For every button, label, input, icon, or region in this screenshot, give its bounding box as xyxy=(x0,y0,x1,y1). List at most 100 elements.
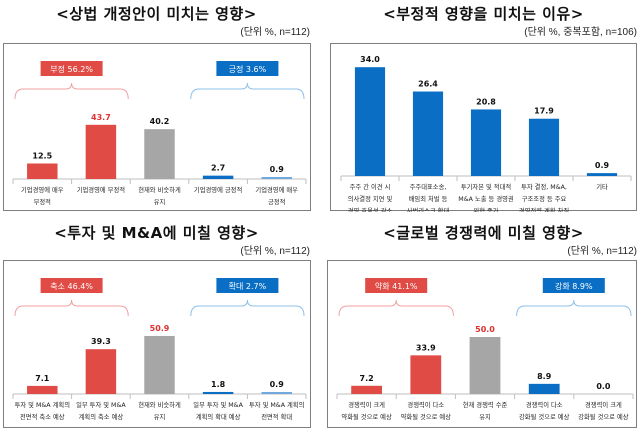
bar xyxy=(202,391,234,394)
group-brace xyxy=(190,299,305,317)
bar xyxy=(469,337,501,394)
bar xyxy=(261,177,292,179)
bar xyxy=(27,385,58,394)
chart-4-panel: 7.2 경쟁력이 크게 약화될 것으로 예상 33.9 경쟁력이 다소 약화될 것으로 예… xyxy=(327,260,637,428)
bar xyxy=(351,385,382,394)
data-label: 0.9 xyxy=(270,165,285,174)
data-label: 39.3 xyxy=(91,337,111,346)
chart-3-title: <투자 및 M&A에 미칠 영향> xyxy=(54,224,259,242)
x-tick-label: 강화될 것으로 예상 xyxy=(578,412,629,421)
bar xyxy=(202,175,234,179)
group-badge-label: 강화 8.9% xyxy=(555,281,593,291)
chart-3-subtitle: (단위 %, n=112) xyxy=(240,246,310,257)
x-tick-label: 투자 및 M&A 계획의 xyxy=(249,400,304,409)
x-tick-label: 기업경영에 매우 xyxy=(255,185,298,194)
bar xyxy=(261,392,292,394)
x-tick-label: 배임죄 처벌 등 xyxy=(409,194,448,203)
x-tick-label: 주주대표소송, xyxy=(410,183,447,191)
group-badge-label: 긍정 3.6% xyxy=(229,64,267,74)
x-tick-label: 부정적 xyxy=(34,197,51,206)
x-tick-label: 위협 증가 xyxy=(473,206,498,212)
group-badge-label: 확대 2.7% xyxy=(229,281,267,291)
chart-2-title: <부정적 영향을 미치는 이유> xyxy=(383,5,584,23)
bar xyxy=(528,383,560,394)
x-tick-label: 투자 및 M&A 계획의 xyxy=(15,400,70,409)
x-tick-label: 경쟁력이 다소 xyxy=(526,400,563,409)
bar xyxy=(586,173,618,176)
data-label: 12.5 xyxy=(32,152,52,161)
x-tick-label: 기업경영에 매우 xyxy=(21,185,64,194)
x-tick-label: 강화될 것으로 예상 xyxy=(519,412,570,421)
chart-4-subtitle: (단위 %, n=112) xyxy=(567,246,637,257)
data-label: 2.7 xyxy=(211,164,225,173)
x-tick-label: 기타 xyxy=(596,182,608,191)
chart-2-panel: 34.0 주주 간 이견 시 의사결정 지연 및 경영 효율성 감소 26.4 주주대표소… xyxy=(330,43,637,212)
group-brace xyxy=(338,299,454,317)
x-tick-label: 경영 효율성 감소 xyxy=(348,206,393,212)
x-tick-label: 계획의 축소 예상 xyxy=(79,412,124,421)
group-badge xyxy=(542,278,605,293)
x-tick-label: 약화될 것으로 예상 xyxy=(401,412,452,421)
x-tick-label: 전면적 확대 xyxy=(261,412,292,421)
group-brace xyxy=(516,299,632,317)
x-tick-label: 경쟁력이 크게 xyxy=(585,400,622,409)
x-tick-label: 주주 간 이견 시 xyxy=(350,182,391,191)
x-tick-label: 약화될 것으로 예상 xyxy=(341,412,392,421)
x-tick-label: 일부 투자 및 M&A xyxy=(76,400,126,409)
data-label: 26.4 xyxy=(418,80,438,89)
data-label: 20.8 xyxy=(476,97,496,106)
data-label: 8.9 xyxy=(537,372,552,381)
bar xyxy=(144,335,175,394)
group-badge xyxy=(40,278,103,293)
x-tick-label: 경쟁력이 크게 xyxy=(348,400,385,409)
data-label: 0.9 xyxy=(270,380,285,389)
x-tick-label: 현재와 비슷하게 xyxy=(138,185,181,194)
x-tick-label: 경영전략·계획 차질 xyxy=(519,206,570,212)
bar xyxy=(410,355,442,394)
data-label: 43.7 xyxy=(91,113,111,122)
bar xyxy=(412,91,444,176)
x-tick-label: 일부 투자 및 M&A xyxy=(193,400,243,409)
group-badge xyxy=(40,61,103,76)
group-brace xyxy=(190,82,305,100)
data-label: 0.9 xyxy=(595,161,610,170)
bar xyxy=(27,163,58,179)
bar xyxy=(470,109,502,176)
data-label: 7.2 xyxy=(360,374,374,383)
x-tick-label: 기업경영에 부정적 xyxy=(77,185,125,194)
x-tick-label: 경쟁력이 다소 xyxy=(407,400,444,409)
bar xyxy=(85,124,117,179)
x-tick-label: 투기자본 및 적대적 xyxy=(461,182,511,191)
bar xyxy=(528,118,560,176)
x-tick-label: 유지 xyxy=(479,412,491,421)
x-tick-label: 계획의 확대 예상 xyxy=(196,412,241,421)
chart-1-title: <상법 개정안이 미치는 영향> xyxy=(56,5,257,23)
data-label: 50.9 xyxy=(150,324,170,333)
group-badge xyxy=(216,278,279,293)
group-brace xyxy=(14,82,129,100)
group-badge xyxy=(365,278,428,293)
x-tick-label: 현재 경쟁력 수준 xyxy=(463,400,508,409)
x-tick-label: 긍정적 xyxy=(268,197,285,206)
x-tick-label: 유지 xyxy=(154,412,166,421)
chart-1-subtitle: (단위 %, n=112) xyxy=(240,27,310,38)
chart-4-title: <글로벌 경쟁력에 미칠 영향> xyxy=(383,224,584,242)
x-tick-label: 전면적 축소 예상 xyxy=(20,412,65,421)
bar xyxy=(85,349,117,394)
group-brace xyxy=(14,299,129,317)
x-tick-label: 기업경영에 긍정적 xyxy=(194,185,242,194)
bar xyxy=(354,67,386,176)
chart-2-subtitle: (단위 %, 중복포함, n=106) xyxy=(524,27,637,38)
group-badge-label: 축소 46.4% xyxy=(50,282,93,291)
data-label: 50.0 xyxy=(475,325,495,334)
data-label: 1.8 xyxy=(211,380,226,389)
data-label: 7.1 xyxy=(35,374,50,383)
data-label: 40.2 xyxy=(150,117,170,126)
x-tick-label: 사법리스크 확대 xyxy=(407,206,450,212)
data-label: 0.0 xyxy=(596,382,611,391)
